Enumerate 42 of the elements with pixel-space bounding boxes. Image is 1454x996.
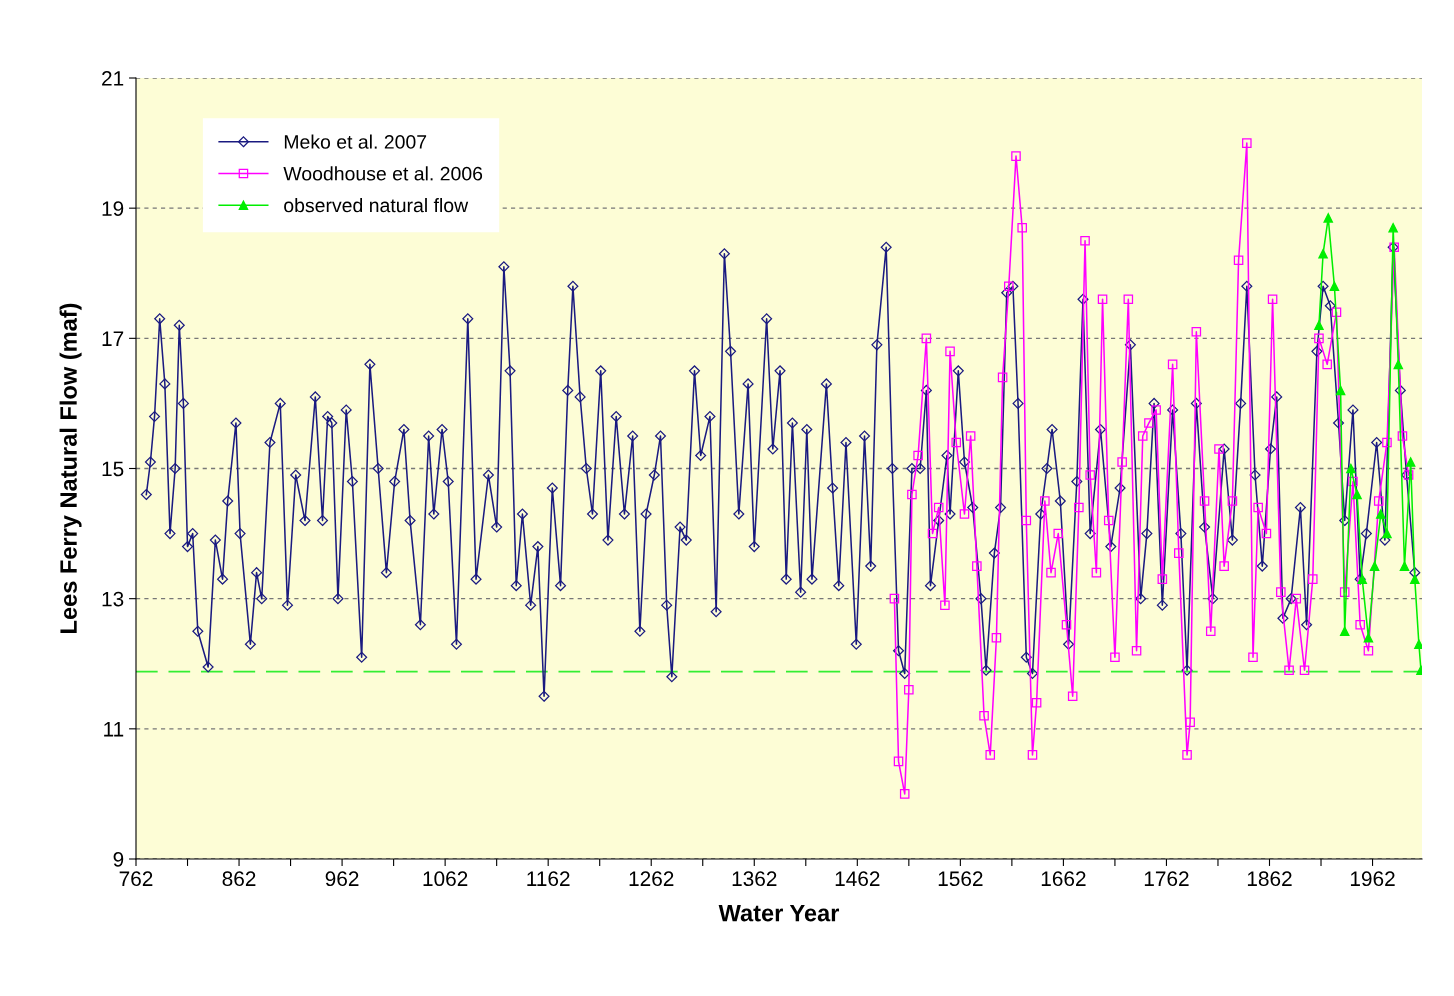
point	[1329, 281, 1340, 292]
point	[1335, 385, 1346, 396]
x-axis-title: Water Year	[718, 904, 840, 922]
point	[1369, 561, 1380, 571]
point	[1375, 509, 1386, 519]
x-tick-label: 1462	[835, 871, 880, 887]
x-tick-label: 1762	[1144, 871, 1189, 887]
point	[1323, 213, 1334, 223]
x-tick-label: 1162	[527, 871, 570, 887]
point	[1314, 320, 1324, 331]
point	[1318, 248, 1328, 259]
legend-label: observed natural flow	[284, 197, 469, 213]
y-tick-label: 9	[113, 852, 124, 867]
legend-label: Meko et al. 2007	[284, 134, 427, 149]
point	[1388, 222, 1398, 233]
legend-label: Woodhouse et al. 2006	[283, 166, 483, 181]
x-tick-label: 1362	[732, 871, 777, 887]
y-tick-label: 13	[102, 591, 124, 607]
x-tick-label: 862	[222, 871, 256, 887]
point	[1363, 632, 1374, 643]
y-axis-title: Lees Ferry Natural Flow (maf)	[59, 303, 82, 633]
y-tick-label: 17	[102, 331, 124, 346]
x-tick-label: 762	[119, 871, 153, 887]
x-tick-label: 1662	[1041, 871, 1086, 887]
x-tick-label: 1062	[423, 871, 468, 887]
point	[1393, 359, 1404, 370]
x-tick-label: 1962	[1350, 871, 1395, 887]
y-tick-label: 15	[102, 461, 124, 477]
point	[1339, 626, 1350, 637]
point	[1352, 489, 1362, 500]
point	[1399, 561, 1410, 571]
point	[1382, 528, 1392, 539]
x-tick-label: 1262	[629, 871, 674, 887]
point	[1405, 457, 1416, 467]
x-tick-label: 1562	[938, 871, 983, 887]
point	[1346, 463, 1356, 474]
y-tick-label: 11	[104, 722, 124, 737]
point	[1410, 574, 1420, 584]
x-tick-label: 1862	[1247, 871, 1292, 887]
x-tick-label: 962	[325, 871, 359, 887]
y-tick-label: 19	[102, 201, 124, 216]
y-tick-label: 21	[102, 71, 124, 86]
